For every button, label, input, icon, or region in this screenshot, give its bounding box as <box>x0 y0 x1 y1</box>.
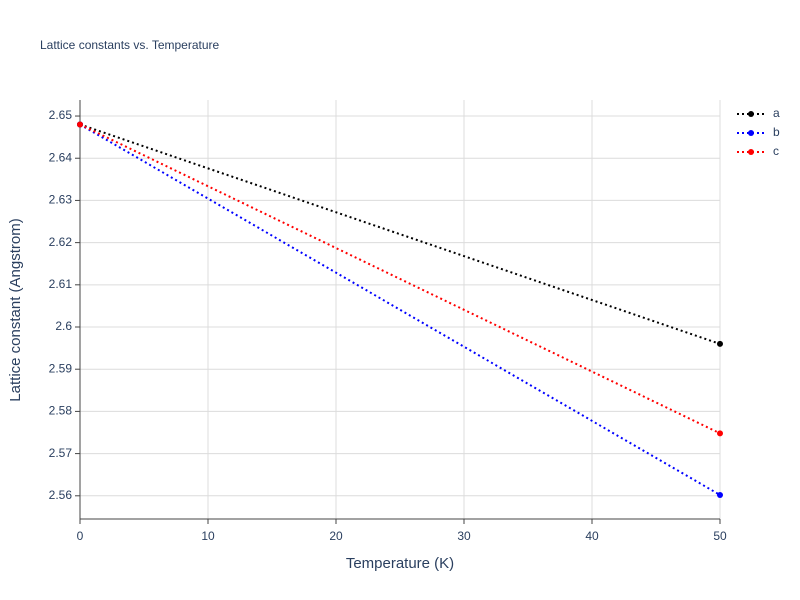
x-tick-label: 10 <box>201 529 215 543</box>
x-tick-label: 30 <box>457 529 471 543</box>
y-tick-label: 2.56 <box>49 488 73 502</box>
y-tick-label: 2.63 <box>49 193 73 207</box>
y-tick-label: 2.59 <box>49 361 73 375</box>
y-tick-label: 2.57 <box>49 446 73 460</box>
chart-title: Lattice constants vs. Temperature <box>40 38 220 52</box>
x-tick-label: 20 <box>329 529 343 543</box>
x-tick-label: 0 <box>77 529 84 543</box>
y-tick-label: 2.62 <box>49 235 73 249</box>
y-tick-label: 2.58 <box>49 404 73 418</box>
marker <box>717 430 723 437</box>
marker <box>717 340 723 347</box>
y-tick-label: 2.64 <box>49 150 73 164</box>
legend-label: b <box>773 125 780 139</box>
y-tick-label: 2.65 <box>49 108 73 122</box>
x-tick-label: 50 <box>713 529 727 543</box>
line <box>79 123 721 435</box>
line <box>79 123 721 496</box>
legend-marker <box>748 149 754 155</box>
legend-label: c <box>773 144 779 158</box>
legend-label: a <box>773 106 780 120</box>
y-tick-label: 2.61 <box>49 277 73 291</box>
line <box>79 123 721 345</box>
marker <box>717 491 723 498</box>
x-axis-title: Temperature (K) <box>346 555 454 572</box>
legend-marker <box>748 130 754 136</box>
legend-marker <box>748 111 754 117</box>
y-axis-title: Lattice constant (Angstrom) <box>7 218 24 401</box>
marker <box>77 121 83 128</box>
y-tick-label: 2.6 <box>55 319 72 333</box>
x-tick-label: 40 <box>585 529 599 543</box>
